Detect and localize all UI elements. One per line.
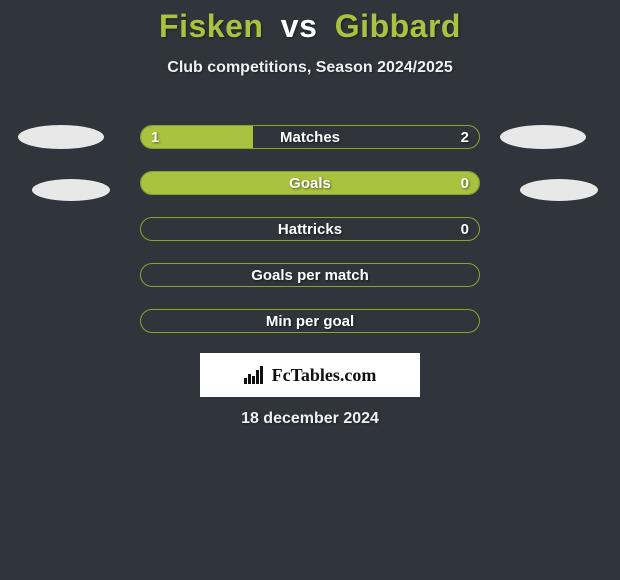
stat-row-matches: Matches1 2: [140, 125, 480, 149]
stat-row-goals: Goals0: [140, 171, 480, 195]
stat-label: Matches: [141, 126, 479, 148]
stat-row-goals-per-match: Goals per match: [140, 263, 480, 287]
stat-row-hattricks: Hattricks0: [140, 217, 480, 241]
stat-label: Hattricks: [141, 218, 479, 240]
subtitle: Club competitions, Season 2024/2025: [0, 59, 620, 77]
player-badge-1: [32, 179, 110, 201]
stat-label: Goals: [141, 172, 479, 194]
player-badge-2: [500, 125, 586, 149]
comparison-chart: Matches12Goals0Hattricks0Goals per match…: [0, 113, 620, 353]
player-badge-0: [18, 125, 104, 149]
barchart-icon: [244, 366, 266, 384]
stat-right-value: 2: [461, 126, 469, 148]
title-player2: Gibbard: [335, 8, 461, 44]
title-vs: vs: [281, 8, 318, 44]
stat-row-min-per-goal: Min per goal: [140, 309, 480, 333]
stat-label: Goals per match: [141, 264, 479, 286]
date-text: 18 december 2024: [0, 410, 620, 428]
player-badge-3: [520, 179, 598, 201]
title-player1: Fisken: [159, 8, 263, 44]
stat-left-value: 1: [151, 126, 159, 148]
stat-right-value: 0: [461, 172, 469, 194]
stat-right-value: 0: [461, 218, 469, 240]
attribution-text: FcTables.com: [272, 365, 377, 386]
page-title: Fisken vs Gibbard: [0, 0, 620, 45]
attribution-badge: FcTables.com: [200, 353, 420, 397]
stat-label: Min per goal: [141, 310, 479, 332]
